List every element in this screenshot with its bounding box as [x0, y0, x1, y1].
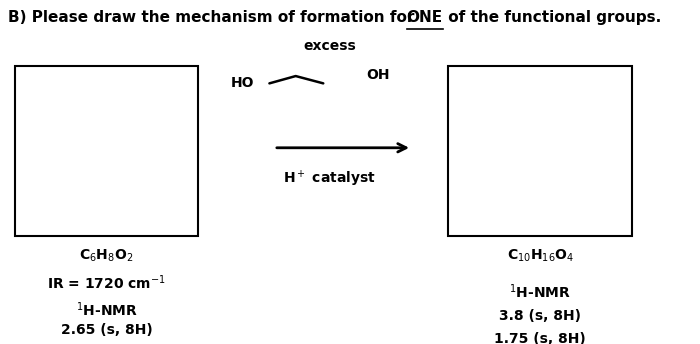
Text: 1.75 (s, 8H): 1.75 (s, 8H) — [494, 332, 586, 344]
Text: C$_{10}$H$_{16}$O$_4$: C$_{10}$H$_{16}$O$_4$ — [507, 247, 573, 264]
Text: $^1$H-NMR: $^1$H-NMR — [509, 282, 571, 301]
Bar — [15, 66, 199, 236]
Text: $^1$H-NMR: $^1$H-NMR — [76, 300, 137, 319]
Bar — [448, 66, 632, 236]
Text: B) Please draw the mechanism of formation for: B) Please draw the mechanism of formatio… — [8, 10, 419, 25]
Text: excess: excess — [304, 40, 356, 53]
Text: ONE: ONE — [407, 10, 443, 25]
Text: C$_6$H$_8$O$_2$: C$_6$H$_8$O$_2$ — [79, 247, 134, 264]
Text: HO: HO — [231, 76, 254, 90]
Text: of the functional groups.: of the functional groups. — [443, 10, 661, 25]
Text: 3.8 (s, 8H): 3.8 (s, 8H) — [499, 309, 581, 323]
Text: H$^+$ catalyst: H$^+$ catalyst — [284, 168, 376, 189]
Text: IR = 1720 cm$^{-1}$: IR = 1720 cm$^{-1}$ — [47, 274, 166, 292]
Text: OH: OH — [366, 67, 389, 82]
Text: 2.65 (s, 8H): 2.65 (s, 8H) — [61, 323, 153, 337]
